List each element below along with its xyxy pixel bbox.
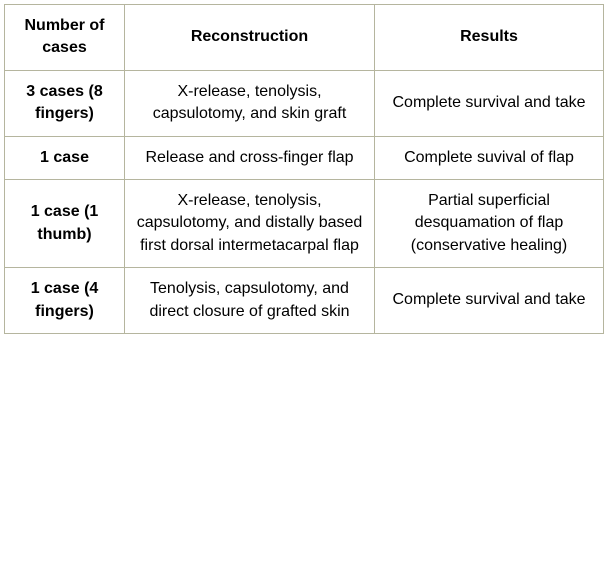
cell-reconstruction: Tenolysis, capsulotomy, and direct closu…: [125, 268, 375, 334]
cell-reconstruction: Release and cross-finger flap: [125, 136, 375, 179]
table-row: 1 case Release and cross-finger flap Com…: [5, 136, 604, 179]
cell-cases: 1 case: [5, 136, 125, 179]
cell-cases: 1 case (4 fingers): [5, 268, 125, 334]
table-row: 1 case (4 fingers) Tenolysis, capsulotom…: [5, 268, 604, 334]
col-header-reconstruction: Reconstruction: [125, 5, 375, 71]
cell-cases: 1 case (1 thumb): [5, 179, 125, 267]
cell-results: Complete survival and take: [375, 268, 604, 334]
table-row: 3 cases (8 fingers) X-release, tenolysis…: [5, 70, 604, 136]
cell-cases: 3 cases (8 fingers): [5, 70, 125, 136]
table-header-row: Number of cases Reconstruction Results: [5, 5, 604, 71]
col-header-results: Results: [375, 5, 604, 71]
cases-table: Number of cases Reconstruction Results 3…: [4, 4, 604, 334]
cell-results: Partial superficial desquamation of flap…: [375, 179, 604, 267]
cell-reconstruction: X-release, tenolysis, capsulotomy, and d…: [125, 179, 375, 267]
cell-results: Complete suvival of flap: [375, 136, 604, 179]
col-header-cases: Number of cases: [5, 5, 125, 71]
table-row: 1 case (1 thumb) X-release, tenolysis, c…: [5, 179, 604, 267]
cell-reconstruction: X-release, tenolysis, capsulotomy, and s…: [125, 70, 375, 136]
cell-results: Complete survival and take: [375, 70, 604, 136]
